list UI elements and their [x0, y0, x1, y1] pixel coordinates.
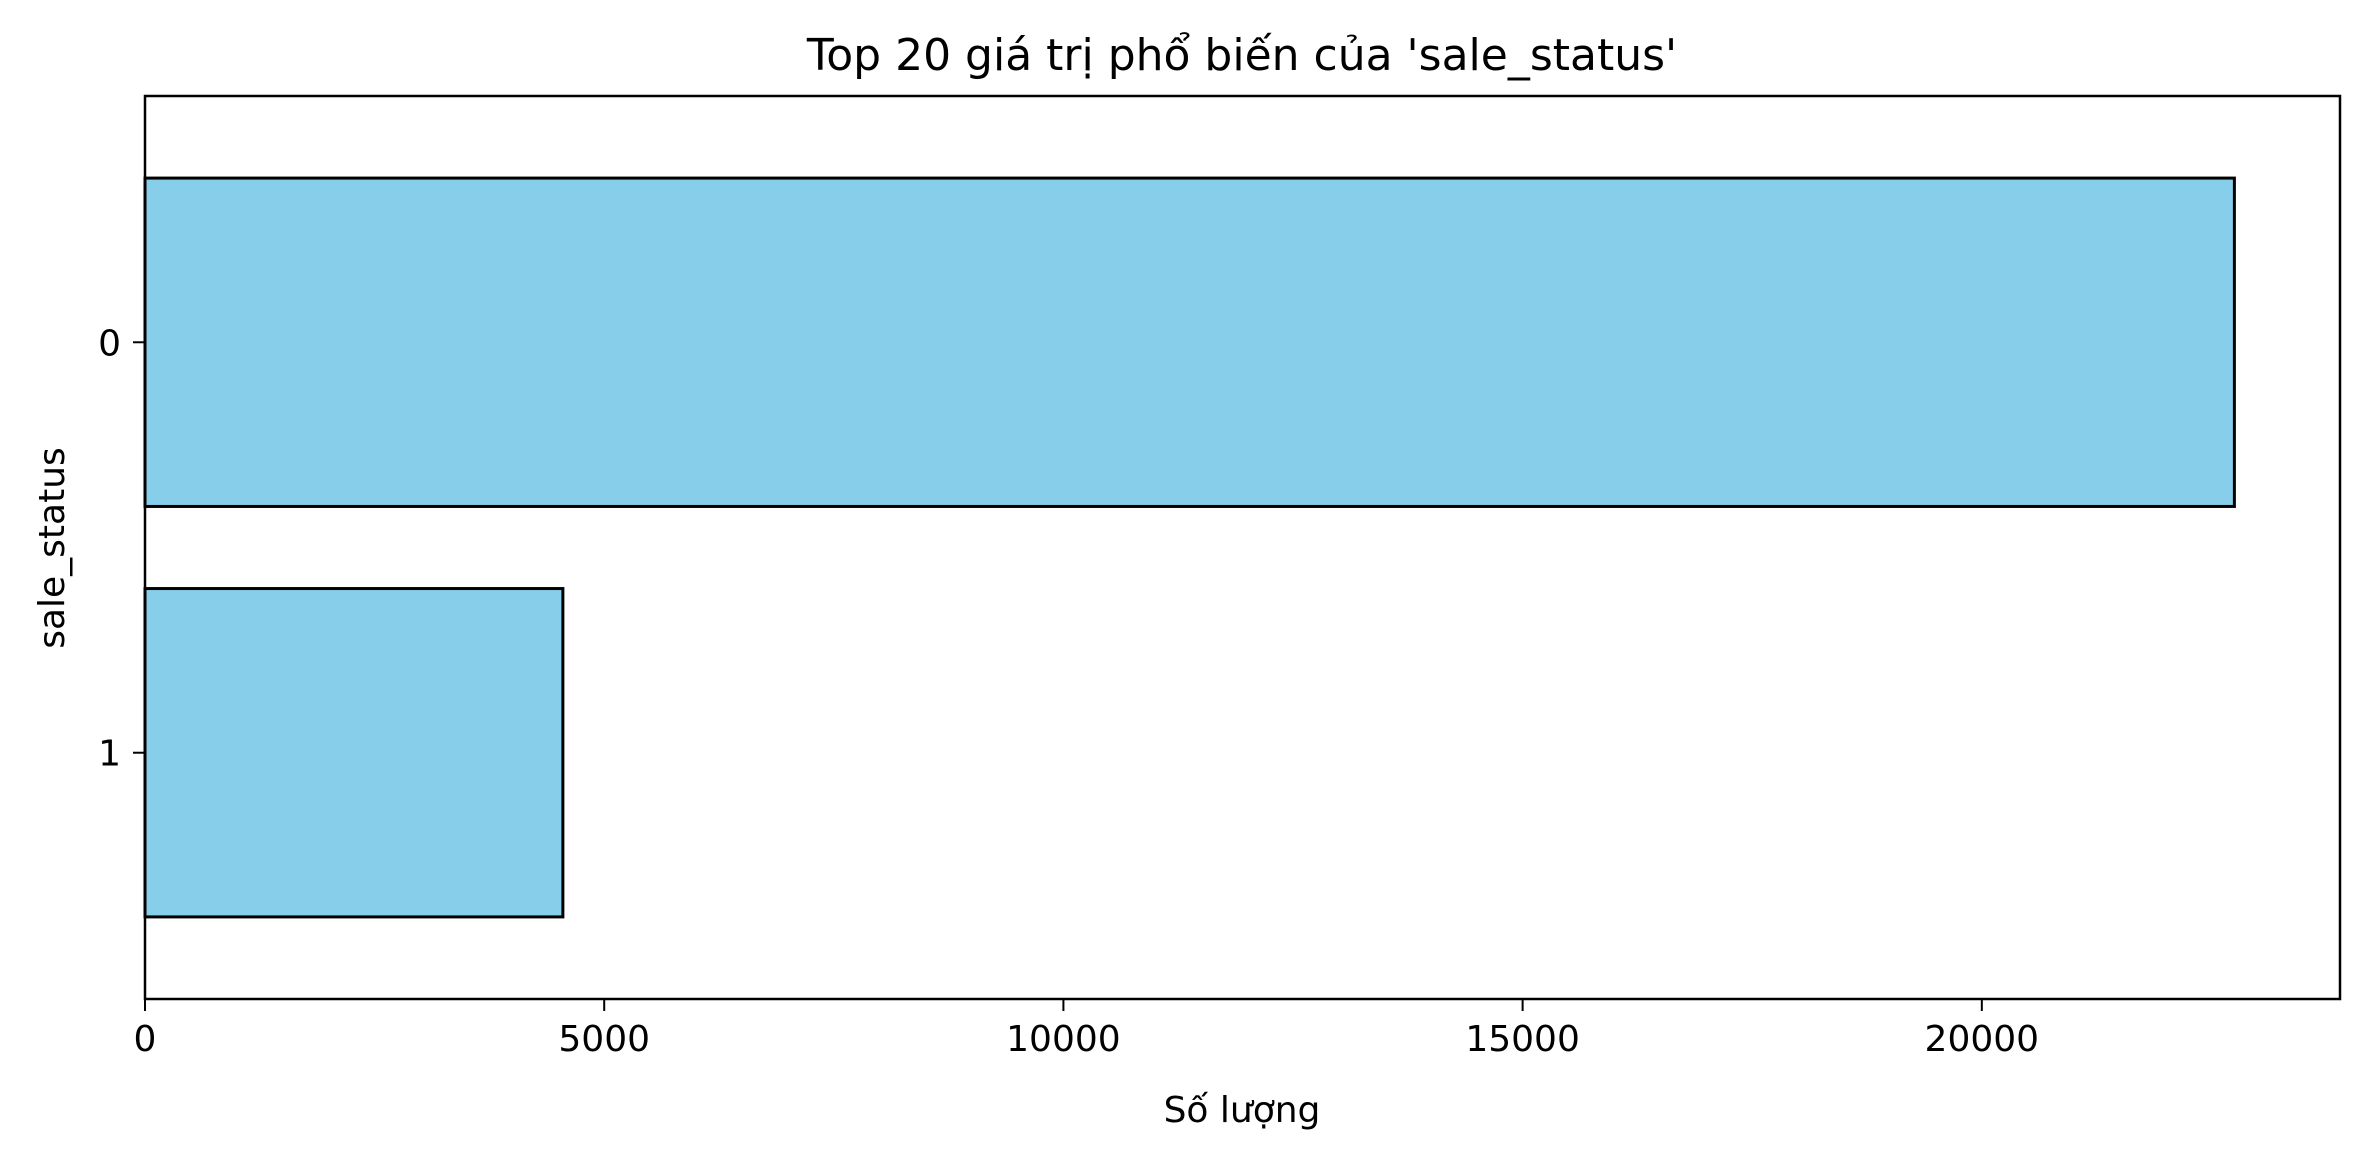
x-tick-label: 15000: [1465, 1019, 1580, 1060]
x-axis-ticks: 0 5000 10000 15000 20000: [134, 999, 2040, 1060]
x-tick-label: 20000: [1925, 1019, 2040, 1060]
x-tick-label: 5000: [558, 1019, 650, 1060]
bar-1: [143, 587, 565, 919]
plot-frame: [143, 94, 2342, 1001]
x-axis-label: Số lượng: [1164, 1090, 1321, 1131]
bar-0: [143, 176, 2236, 508]
bars-layer: [143, 176, 2236, 919]
y-axis-ticks: 01: [98, 323, 145, 775]
y-axis-label: sale_status: [32, 447, 73, 649]
chart-title: Top 20 giá trị phổ biến của 'sale_status…: [806, 30, 1677, 81]
x-tick-label: 0: [134, 1019, 157, 1060]
y-tick-label: 1: [98, 734, 121, 775]
x-tick-label: 10000: [1006, 1019, 1121, 1060]
y-tick-label: 0: [98, 323, 121, 364]
